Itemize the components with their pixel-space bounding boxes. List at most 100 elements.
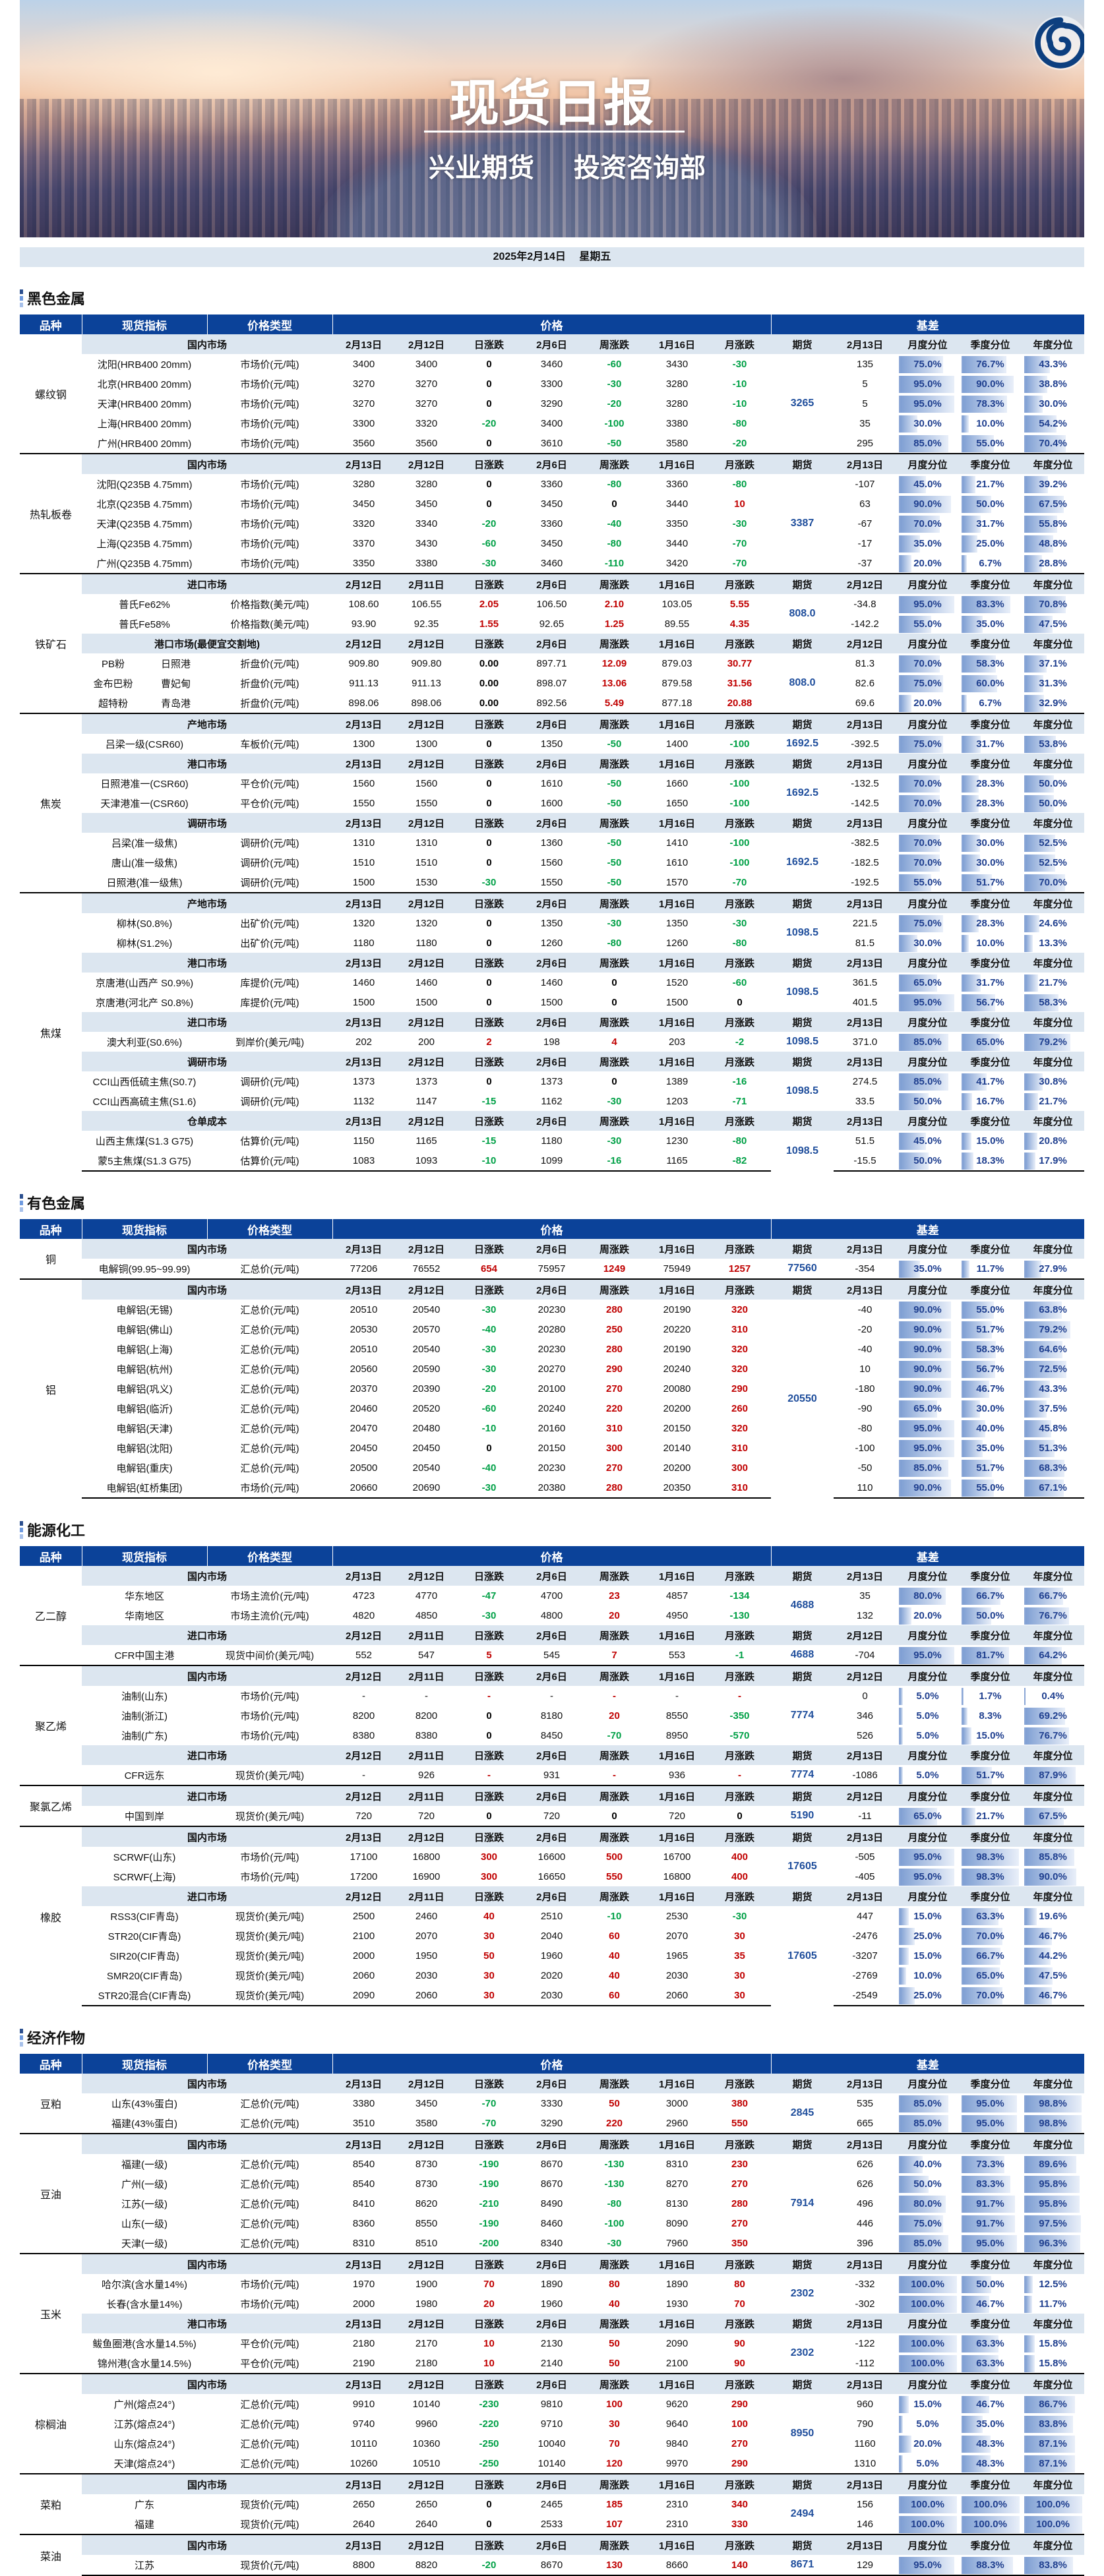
column-label: 2月6日 (520, 1566, 583, 1586)
yearly-percentile-bar (1024, 974, 1038, 992)
market-subheader-row: 焦煤 产地市场 2月13日 2月12日 日涨跌 2月6日 周涨跌 1月16日 月涨跌 期货 2月13… (20, 892, 1085, 1171)
yearly-percentile-value: 24.6% (1039, 917, 1067, 929)
monthly-percentile-value: 95.0% (913, 1442, 942, 1454)
column-header-indicator: 现货指标 (82, 1219, 208, 1239)
monthly-change: -134 (729, 1590, 750, 1602)
price-month-ago: 203 (668, 1036, 686, 1048)
monthly-change: - (738, 1690, 741, 1702)
column-label: 年度分位 (1022, 634, 1085, 653)
monthly-percentile: 100.0% (896, 2353, 959, 2374)
column-header-indicator: 现货指标 (82, 1546, 208, 1566)
price-previous: 3430 (415, 537, 438, 549)
column-label: 2月12日 (395, 953, 458, 973)
quarterly-percentile: 10.0% (959, 933, 1022, 953)
spot-indicator: STR20混合(CIF青岛) (82, 1985, 207, 2006)
weekly-change: 280 (605, 1303, 623, 1315)
price-previous: 720 (417, 1810, 435, 1822)
monthly-change: 320 (731, 1422, 749, 1434)
column-label: 月涨跌 (708, 2253, 771, 2274)
column-label: 2月13日 (834, 1278, 896, 1300)
quarterly-percentile-bar (962, 2196, 1015, 2213)
basis-value: 446 (856, 2217, 874, 2229)
monthly-change: -80 (732, 417, 747, 429)
monthly-percentile-value: 5.0% (916, 2457, 939, 2469)
column-label: 1月16日 (646, 634, 708, 653)
table-header-row: 品种 现货指标 价格类型 价格 基差 (20, 315, 1085, 334)
weekly-change: 7 (611, 1649, 617, 1661)
table-header-row: 品种 现货指标 价格类型 价格 基差 (20, 1219, 1085, 1239)
column-label: 期货 (771, 1826, 834, 1847)
column-label: 2月13日 (834, 1745, 896, 1765)
daily-change: -15 (481, 1095, 497, 1107)
quarterly-percentile-bar (962, 2156, 1005, 2173)
basis-value: 63 (859, 498, 871, 510)
yearly-percentile-bar (1024, 1948, 1051, 1965)
company-logo-icon (1033, 15, 1084, 71)
quarterly-percentile-value: 35.0% (976, 1442, 1004, 1454)
yearly-percentile-value: 48.8% (1039, 537, 1067, 549)
price-week-ago: 2533 (540, 2518, 563, 2530)
yearly-percentile-bar (1024, 2156, 1077, 2173)
spot-indicator: 普氏Fe58% (119, 618, 170, 630)
column-label: 2月6日 (520, 1625, 583, 1645)
yearly-percentile-bar (1024, 1261, 1041, 1278)
column-label: 月度分位 (896, 2373, 959, 2394)
spot-indicator: 日照港准一(CSR60) (100, 778, 189, 790)
column-label: 期货 (771, 813, 834, 833)
spot-indicator: CCI山西高硫主焦(S1.6) (92, 1096, 197, 1108)
yearly-percentile-value: 31.3% (1039, 677, 1067, 689)
monthly-percentile: 85.0% (896, 1071, 959, 1091)
column-label: 2月11日 (395, 1625, 458, 1645)
weekly-change: 100 (605, 2398, 623, 2410)
daily-change: -30 (481, 557, 497, 569)
daily-change: 0 (486, 1075, 492, 1087)
quarterly-percentile: 91.7% (959, 2213, 1022, 2233)
market-label: 进口市场 (82, 1886, 332, 1906)
monthly-percentile-bar (899, 675, 943, 692)
yearly-percentile-value: 89.6% (1039, 2158, 1067, 2170)
basis-value: -302 (855, 2298, 875, 2310)
price-month-ago: 879.03 (661, 657, 692, 669)
price-previous: 8380 (415, 1729, 438, 1741)
table-row: 山西主焦煤(S1.3 G75) 估算价(元/吨) 1150 1165 -15 1180 -3… (20, 1131, 1084, 1156)
column-label: 2月6日 (520, 1052, 583, 1071)
section-title: 经济作物 (20, 2021, 1104, 2054)
quarterly-percentile-value: 40.0% (976, 1422, 1004, 1434)
market-label: 产地市场 (82, 713, 332, 734)
spot-indicator: 电解铝(沈阳) (116, 1443, 173, 1454)
yearly-percentile: 28.8% (1022, 553, 1084, 574)
daily-change: -230 (479, 2398, 499, 2410)
price-current: 3560 (352, 437, 375, 449)
futures-price: 4688 (790, 1600, 814, 1611)
market-subheader-row: 进口市场 2月12日 2月11日 日涨跌 2月6日 周涨跌 1月16日 月涨跌 期货 2月13日月… (20, 1745, 1085, 1765)
price-month-ago: 3350 (665, 518, 689, 529)
quarterly-percentile-bar (962, 1928, 1003, 1945)
price-type: 现货价(美元/吨) (235, 1911, 305, 1923)
price-week-ago: 16600 (537, 1851, 566, 1863)
price-type: 汇总价(元/吨) (240, 1344, 299, 1356)
market-subheader-row: 热轧板卷 国内市场 2月13日 2月12日 日涨跌 2月6日 周涨跌 1月16日 月涨跌 期货 2月… (20, 453, 1085, 574)
price-month-ago: 1389 (665, 1075, 689, 1087)
column-label: 期货 (771, 1566, 834, 1586)
quarterly-percentile-value: 28.3% (976, 777, 1004, 789)
quarterly-percentile: 98.3% (959, 1867, 1022, 1886)
column-label: 月度分位 (896, 813, 959, 833)
yearly-percentile: 89.6% (1022, 2154, 1084, 2174)
price-current: 20370 (350, 1383, 378, 1394)
weekly-change: -50 (607, 797, 622, 809)
table-row: 日照港(准一级焦) 调研价(元/吨) 1500 1530 -30 1550 -50 1570-… (20, 872, 1084, 893)
quarterly-percentile: 81.7% (959, 1645, 1022, 1665)
weekly-change: -60 (607, 358, 622, 370)
price-previous: 20540 (412, 1303, 441, 1315)
spot-indicator: 福建 (134, 2519, 154, 2531)
column-label: 2月13日 (834, 713, 896, 734)
price-type: 汇总价(元/吨) (240, 1304, 299, 1316)
price-month-ago: 16800 (663, 1871, 691, 1882)
column-label: 日涨跌 (458, 1826, 520, 1847)
price-week-ago: 198 (543, 1036, 561, 1048)
monthly-change: -30 (732, 518, 747, 529)
column-label: 2月12日 (834, 1785, 896, 1806)
column-label: 2月13日 (834, 953, 896, 973)
yearly-percentile-bar (1024, 1727, 1069, 1745)
monthly-percentile-bar (899, 1341, 952, 1358)
